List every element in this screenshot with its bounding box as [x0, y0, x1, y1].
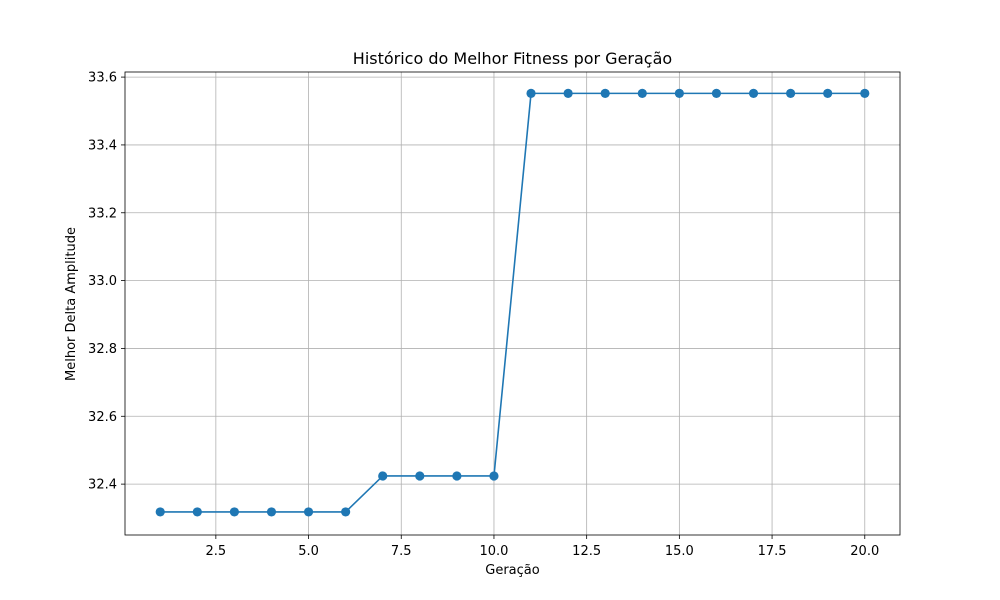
data-point [452, 471, 462, 481]
data-point [266, 507, 277, 517]
x-tick-label: 7.5 [391, 544, 412, 559]
grid-layer [125, 72, 900, 535]
data-point [229, 507, 239, 517]
data-point [860, 88, 870, 98]
axes-layer: 2.5 5.0 7.5 10.0 12.5 15.0 17.5 20.0 32.4 32.6 32.… [88, 71, 901, 559]
data-point [711, 88, 722, 98]
data-point [600, 88, 610, 98]
y-axis-label: Melhor Delta Amplitude [64, 227, 79, 381]
data-point [823, 88, 833, 98]
y-tick-label: 33.0 [88, 274, 117, 289]
y-tick-label: 33.2 [88, 206, 117, 221]
y-tick-label: 33.4 [88, 138, 117, 153]
y-tick-label: 32.6 [88, 410, 117, 425]
data-point [674, 88, 684, 98]
x-tick-label: 10.0 [479, 544, 508, 559]
data-point [786, 88, 796, 98]
data-point [748, 88, 759, 98]
series-line [160, 92, 865, 513]
data-point [303, 507, 314, 517]
x-tick-label: 17.5 [758, 544, 787, 559]
y-tick-label: 32.4 [88, 478, 117, 493]
y-tick-label: 33.6 [88, 71, 117, 86]
data-point [637, 88, 647, 98]
x-axis-label: Geração [485, 563, 539, 578]
data-point [192, 507, 202, 517]
data-point [563, 88, 573, 98]
data-point [378, 471, 388, 481]
x-tick-label: 12.5 [572, 544, 601, 559]
data-point [155, 507, 165, 517]
data-point [415, 471, 425, 481]
data-point [341, 507, 351, 517]
plot-frame [124, 71, 901, 536]
y-tick-label: 32.8 [88, 342, 117, 357]
series-layer [155, 88, 870, 517]
x-tick-label: 15.0 [665, 544, 694, 559]
x-tick-label: 20.0 [850, 544, 879, 559]
chart-title: Histórico do Melhor Fitness por Geração [353, 49, 672, 68]
data-point [526, 88, 536, 98]
x-tick-label: 5.0 [298, 544, 319, 559]
x-tick-label: 2.5 [206, 544, 227, 559]
data-point [489, 471, 499, 481]
